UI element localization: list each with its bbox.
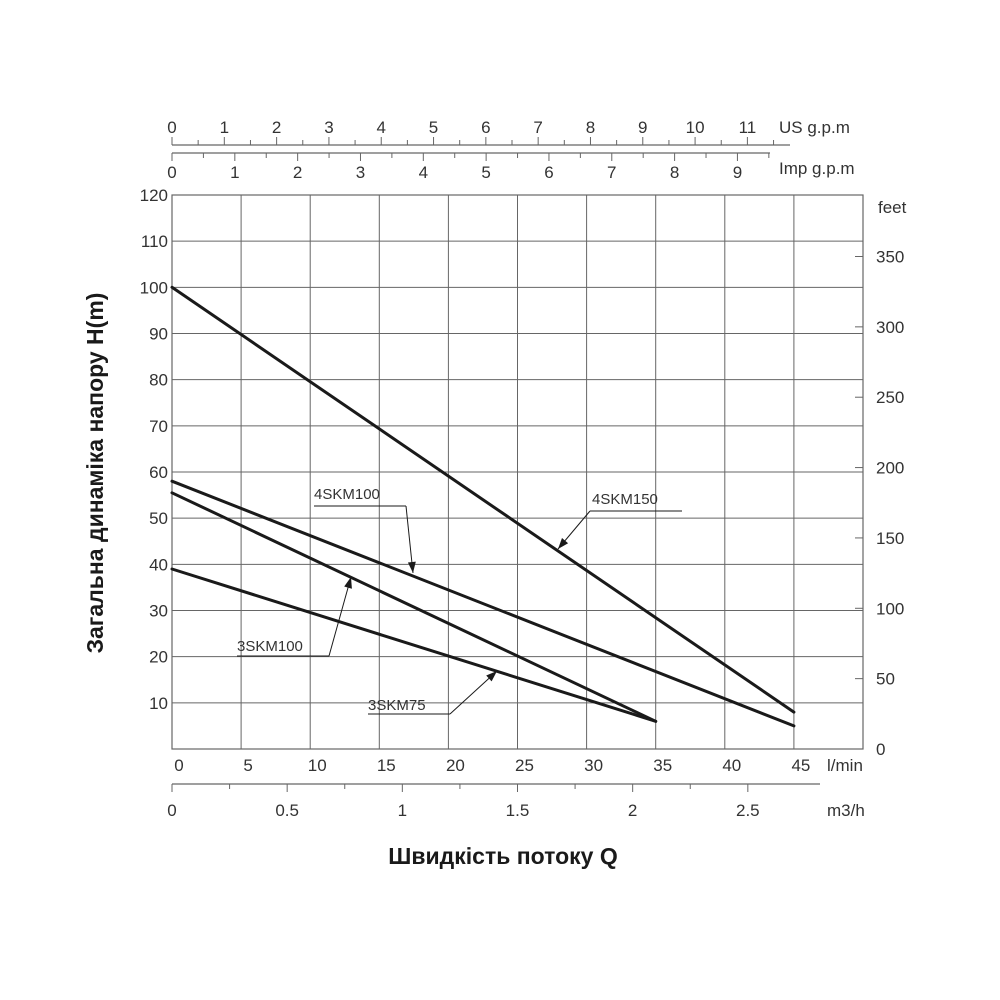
x-unit-label: l/min	[827, 756, 863, 775]
y-tick-label: 50	[149, 509, 168, 528]
us-gpm-tick-label: 0	[167, 118, 176, 137]
leader-line-4skm100	[405, 505, 414, 574]
x-tick-label: 10	[308, 756, 327, 775]
y-axis-title: Загальна динаміка напору H(m)	[82, 293, 108, 654]
us-gpm-tick-label: 9	[638, 118, 647, 137]
curve-label-4skm150: 4SKM150	[592, 491, 658, 508]
imp-gpm-unit-label: Imp g.p.m	[779, 159, 855, 178]
us-gpm-tick-label: 2	[272, 118, 281, 137]
x-tick-label: 40	[722, 756, 741, 775]
m3h-unit-label: m3/h	[827, 801, 865, 820]
y-tick-label: 60	[149, 463, 168, 482]
curve-label-3skm75: 3SKM75	[368, 697, 426, 714]
feet-tick-label: 350	[876, 247, 904, 266]
x-tick-label: 25	[515, 756, 534, 775]
imp-gpm-tick-label: 1	[230, 163, 239, 182]
m3h-tick-label: 0.5	[275, 801, 299, 820]
y-tick-label: 70	[149, 417, 168, 436]
feet-unit-label: feet	[878, 198, 907, 217]
us-gpm-tick-label: 1	[220, 118, 229, 137]
x-tick-label: 30	[584, 756, 603, 775]
us-gpm-tick-label: 8	[586, 118, 595, 137]
us-gpm-tick-label: 5	[429, 118, 438, 137]
label-arrow-4skm150	[558, 538, 569, 549]
us-gpm-tick-label: 7	[533, 118, 542, 137]
x-axis-title: Швидкість потоку Q	[388, 843, 617, 869]
y-tick-label: 10	[149, 694, 168, 713]
label-arrow-3skm75	[486, 671, 497, 682]
series	[170, 285, 796, 728]
feet-tick-label: 100	[876, 599, 904, 618]
m3h-tick-label: 0	[167, 801, 176, 820]
us-gpm-tick-label: 11	[739, 118, 757, 137]
m3h-tick-label: 2.5	[736, 801, 760, 820]
y-tick-label: 20	[149, 648, 168, 667]
us-gpm-unit-label: US g.p.m	[779, 118, 850, 137]
us-gpm-tick-label: 10	[686, 118, 705, 137]
imp-gpm-tick-label: 4	[419, 163, 428, 182]
imp-gpm-tick-label: 6	[544, 163, 553, 182]
series-line-4skm100	[170, 479, 796, 728]
leader-line-3skm100	[328, 576, 352, 657]
y-tick-label: 30	[149, 602, 168, 621]
series-line-4skm150	[170, 285, 796, 714]
imp-gpm-tick-label: 0	[167, 163, 176, 182]
imp-gpm-tick-label: 2	[293, 163, 302, 182]
curve-label-4skm100: 4SKM100	[314, 486, 380, 503]
m3h-tick-label: 1	[398, 801, 407, 820]
y-tick-label: 80	[149, 371, 168, 390]
x-tick-label: 45	[791, 756, 810, 775]
label-arrow-3skm100	[344, 577, 352, 589]
series-line-3skm100	[170, 491, 658, 723]
us-gpm-tick-label: 4	[377, 118, 386, 137]
feet-tick-label: 150	[876, 529, 904, 548]
x-tick-label: 15	[377, 756, 396, 775]
x-tick-label: 20	[446, 756, 465, 775]
grid	[171, 194, 864, 750]
imp-gpm-tick-label: 7	[607, 163, 616, 182]
y-tick-label: 40	[149, 555, 168, 574]
curve-labels: 4SKM150 4SKM100 3SKM100 3SKM75	[237, 486, 682, 715]
series-line-3skm75	[170, 567, 658, 723]
us-gpm-tick-label: 3	[324, 118, 333, 137]
feet-tick-label: 50	[876, 670, 895, 689]
y-tick-label: 90	[149, 325, 168, 344]
x-tick-label: 35	[653, 756, 672, 775]
feet-tick-label: 300	[876, 318, 904, 337]
x-tick-label: 5	[243, 756, 252, 775]
x-tick-label: 0	[174, 756, 183, 775]
m3h-tick-label: 2	[628, 801, 637, 820]
curve-label-3skm100: 3SKM100	[237, 638, 303, 655]
imp-gpm-tick-label: 5	[481, 163, 490, 182]
imp-gpm-tick-label: 8	[670, 163, 679, 182]
feet-tick-label: 250	[876, 388, 904, 407]
us-gpm-tick-label: 6	[481, 118, 490, 137]
imp-gpm-tick-label: 3	[356, 163, 365, 182]
y-tick-label: 100	[140, 278, 168, 297]
y-tick-label: 110	[141, 232, 168, 251]
imp-gpm-tick-label: 9	[733, 163, 742, 182]
feet-tick-label: 0	[876, 740, 885, 759]
y-tick-label: 120	[140, 186, 168, 205]
m3h-tick-label: 1.5	[506, 801, 530, 820]
label-arrow-4skm100	[407, 561, 416, 573]
feet-tick-label: 200	[876, 459, 904, 478]
